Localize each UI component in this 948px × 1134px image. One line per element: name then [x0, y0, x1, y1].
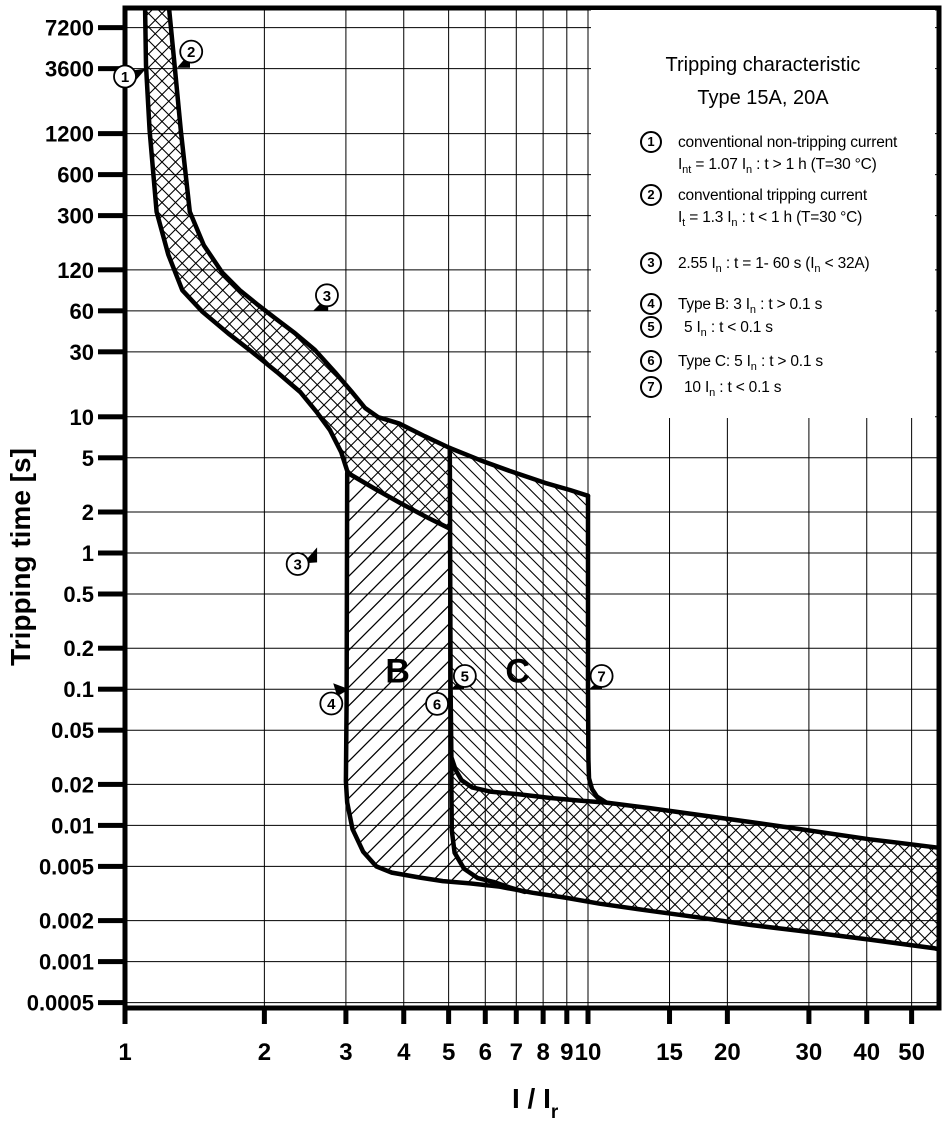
y-tick-label: 0.01 — [51, 813, 94, 838]
region-label-C: C — [505, 652, 530, 690]
y-tick-label: 0.1 — [63, 677, 94, 702]
svg-text:3: 3 — [293, 557, 301, 574]
hatched-regions — [145, 8, 939, 950]
legend-badge-1: 1 — [640, 131, 662, 153]
x-axis-title: I / Ir — [512, 1083, 559, 1123]
region-label-B: B — [385, 652, 410, 690]
chart-annotations: 1 2 3 3 4 5 6 7 — [113, 39, 614, 716]
region-thermal-band — [145, 8, 450, 528]
curve-conventional-tripping-limit — [166, 6, 591, 499]
circled-number-3: 3 — [315, 283, 339, 308]
y-tick-label: 1 — [82, 541, 94, 566]
region-type-B-band — [345, 473, 525, 892]
y-tick-label: 5 — [82, 446, 94, 471]
y-tick-label: 60 — [70, 299, 94, 324]
x-tick-label: 4 — [397, 1039, 411, 1066]
legend-item-7-line1: 10 In : t < 0.1 s — [684, 379, 782, 399]
circled-number-6: 6 — [425, 691, 449, 716]
limit-curves — [142, 6, 942, 952]
legend-item-1-line1: conventional non-tripping current — [678, 134, 898, 151]
legend-item-1-line2: Int = 1.07 In : t > 1 h (T=30 °C) — [678, 156, 877, 176]
y-tick-label: 7200 — [45, 16, 94, 41]
legend-badge-2: 2 — [640, 184, 662, 206]
y-tick-label: 0.05 — [51, 718, 94, 743]
pointer-triangle-4 — [333, 683, 350, 697]
svg-text:2: 2 — [187, 44, 195, 61]
chart-title-line2: Type 15A, 20A — [697, 87, 829, 109]
x-tick-label: 20 — [714, 1039, 741, 1066]
svg-text:6: 6 — [433, 696, 441, 713]
plot-frame — [122, 5, 942, 1011]
legend-item-2-line1: conventional tripping current — [678, 187, 867, 204]
chart-title-line1: Tripping characteristic — [665, 54, 861, 76]
legend-badge-6: 6 — [640, 350, 662, 372]
x-tick-label: 15 — [656, 1039, 683, 1066]
y-tick-label: 1200 — [45, 122, 94, 147]
svg-text:5: 5 — [461, 669, 469, 686]
legend-badge-5: 5 — [640, 316, 662, 338]
y-tick-label: 0.2 — [63, 636, 94, 661]
circled-number-3: 3 — [285, 552, 310, 576]
y-tick-label: 300 — [57, 204, 94, 229]
region-type-C-band — [449, 448, 607, 803]
y-tick-label: 0.0005 — [27, 991, 94, 1016]
x-tick-label: 3 — [339, 1039, 352, 1066]
axis-ticks — [98, 25, 915, 1024]
circled-number-1: 1 — [113, 64, 137, 89]
y-tick-label: 0.02 — [51, 772, 94, 797]
y-tick-label: 0.002 — [39, 909, 94, 934]
x-tick-label: 5 — [442, 1039, 455, 1066]
x-tick-label: 8 — [536, 1039, 549, 1066]
y-tick-label: 30 — [70, 340, 94, 365]
x-tick-label: 9 — [560, 1039, 573, 1066]
y-tick-label: 0.005 — [39, 854, 94, 879]
x-tick-label: 2 — [258, 1039, 271, 1066]
legend-badge-7: 7 — [640, 376, 662, 398]
legend-badge-4: 4 — [640, 293, 662, 315]
y-tick-label: 10 — [70, 405, 94, 430]
y-tick-label: 120 — [57, 258, 94, 283]
x-tick-label: 7 — [510, 1039, 523, 1066]
region-magnetic-band — [451, 758, 939, 950]
y-tick-label: 600 — [57, 163, 94, 188]
circled-number-7: 7 — [589, 664, 614, 688]
y-tick-label: 3600 — [45, 57, 94, 82]
curve-type-B-upper-type-C-lower-limit-5In — [447, 445, 527, 895]
y-tick-label: 2 — [82, 500, 94, 525]
svg-text:4: 4 — [327, 696, 336, 713]
x-tick-label: 10 — [575, 1039, 602, 1066]
x-tick-label: 40 — [853, 1039, 880, 1066]
svg-text:1: 1 — [121, 69, 129, 86]
curve-type-B-lower-magnetic-limit-3In — [343, 470, 942, 952]
curve-conventional-non-tripping-limit — [142, 6, 451, 531]
legend-item-3-line1: 2.55 In : t = 1- 60 s (In < 32A) — [678, 255, 870, 275]
svg-text:3: 3 — [323, 288, 331, 305]
x-tick-label: 30 — [796, 1039, 823, 1066]
curve-type-C-upper-magnetic-limit-10In — [585, 493, 609, 805]
y-tick-label: 0.001 — [39, 950, 94, 975]
y-axis-title: Tripping time [s] — [5, 448, 36, 666]
circled-number-2: 2 — [179, 39, 204, 64]
x-tick-label: 6 — [479, 1039, 492, 1066]
legend-item-4-line1: Type B: 3 In : t > 0.1 s — [678, 296, 823, 316]
legend-item-5-line1: 5 In : t < 0.1 s — [684, 319, 773, 339]
x-tick-label: 50 — [898, 1039, 925, 1066]
svg-text:7: 7 — [597, 669, 605, 686]
circled-number-5: 5 — [452, 664, 477, 688]
legend-badge-3: 3 — [640, 252, 662, 274]
y-tick-label: 0.5 — [63, 582, 94, 607]
legend-item-2-line2: It = 1.3 In : t < 1 h (T=30 °C) — [678, 209, 863, 229]
x-tick-label: 1 — [118, 1039, 131, 1066]
curve-magnetic-band-upper-boundary — [449, 756, 942, 851]
x-tick-labels: 1 2 3 4 5 6 7 8 9 10 15 20 30 40 50 — [118, 1039, 925, 1066]
legend-item-6-line1: Type C: 5 In : t > 0.1 s — [678, 353, 823, 373]
circled-number-4: 4 — [319, 691, 344, 716]
y-tick-labels: 7200 3600 1200 600 300 120 60 30 10 5 2 1 0.5 0.2 0.1 0… — [27, 16, 94, 1016]
